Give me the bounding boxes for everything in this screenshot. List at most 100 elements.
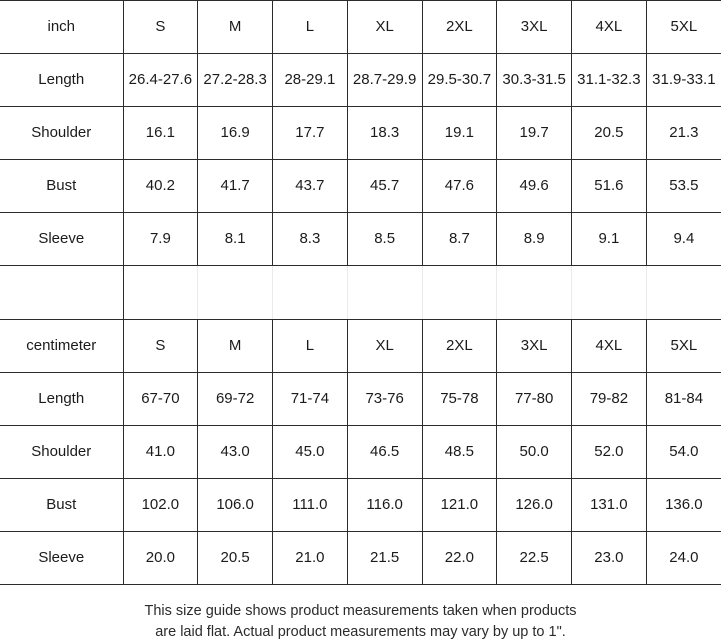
cell-inch-length-m: 27.2-28.3 xyxy=(197,53,273,107)
unit-label-inch: inch xyxy=(0,0,124,54)
row-label-shoulder: Shoulder xyxy=(0,106,124,160)
cell-inch-shoulder-m: 16.9 xyxy=(197,106,273,160)
cell-cm-shoulder-3xl: 50.0 xyxy=(496,425,572,479)
cell-cm-bust-3xl: 126.0 xyxy=(496,478,572,532)
column-header-5xl: 5XL xyxy=(645,0,721,54)
table-row: Length 67-70 69-72 71-74 73-76 75-78 77-… xyxy=(0,372,721,426)
table-row: Length 26.4-27.6 27.2-28.3 28-29.1 28.7-… xyxy=(0,53,721,107)
cell-cm-sleeve-m: 20.5 xyxy=(197,531,273,585)
cell-inch-shoulder-4xl: 20.5 xyxy=(571,106,647,160)
cell-inch-shoulder-l: 17.7 xyxy=(272,106,348,160)
cell-inch-bust-3xl: 49.6 xyxy=(496,159,572,213)
cell-inch-bust-m: 41.7 xyxy=(197,159,273,213)
cell-inch-shoulder-3xl: 19.7 xyxy=(496,106,572,160)
row-label-cm-length: Length xyxy=(0,372,124,426)
column-header-cm-3xl: 3XL xyxy=(496,319,572,373)
cell-inch-sleeve-4xl: 9.1 xyxy=(571,212,647,266)
cell-cm-bust-xl: 116.0 xyxy=(346,478,423,532)
spacer-cell xyxy=(346,265,423,320)
cell-inch-sleeve-s: 7.9 xyxy=(122,212,199,266)
cell-inch-length-4xl: 31.1-32.3 xyxy=(571,53,647,107)
cell-inch-shoulder-2xl: 19.1 xyxy=(421,106,498,160)
cell-inch-sleeve-xl: 8.5 xyxy=(346,212,423,266)
cell-cm-shoulder-4xl: 52.0 xyxy=(571,425,647,479)
column-header-cm-4xl: 4XL xyxy=(571,319,647,373)
cell-inch-length-5xl: 31.9-33.1 xyxy=(645,53,721,107)
cell-inch-shoulder-s: 16.1 xyxy=(122,106,199,160)
footnote-line-2: are laid flat. Actual product measuremen… xyxy=(155,624,566,641)
column-header-3xl: 3XL xyxy=(496,0,572,54)
spacer-cell xyxy=(272,265,348,320)
table-row: Bust 102.0 106.0 111.0 116.0 121.0 126.0… xyxy=(0,478,721,532)
row-label-cm-shoulder: Shoulder xyxy=(0,425,124,479)
unit-label-centimeter: centimeter xyxy=(0,319,124,373)
cell-cm-length-s: 67-70 xyxy=(122,372,199,426)
cell-cm-sleeve-s: 20.0 xyxy=(122,531,199,585)
inch-header-row: inch S M L XL 2XL 3XL 4XL 5XL xyxy=(0,0,721,54)
cell-inch-length-s: 26.4-27.6 xyxy=(122,53,199,107)
table-row: Shoulder 41.0 43.0 45.0 46.5 48.5 50.0 5… xyxy=(0,425,721,479)
cell-inch-length-3xl: 30.3-31.5 xyxy=(496,53,572,107)
cell-inch-bust-l: 43.7 xyxy=(272,159,348,213)
cell-cm-length-3xl: 77-80 xyxy=(496,372,572,426)
column-header-2xl: 2XL xyxy=(421,0,498,54)
cell-inch-sleeve-l: 8.3 xyxy=(272,212,348,266)
row-label-cm-bust: Bust xyxy=(0,478,124,532)
cell-inch-sleeve-m: 8.1 xyxy=(197,212,273,266)
cell-cm-shoulder-s: 41.0 xyxy=(122,425,199,479)
cell-inch-sleeve-3xl: 8.9 xyxy=(496,212,572,266)
column-header-cm-5xl: 5XL xyxy=(645,319,721,373)
cell-inch-bust-xl: 45.7 xyxy=(346,159,423,213)
spacer-cell xyxy=(197,265,273,320)
inch-size-table: inch S M L XL 2XL 3XL 4XL 5XL Length 26.… xyxy=(0,0,721,585)
cell-cm-length-5xl: 81-84 xyxy=(645,372,721,426)
table-section-spacer xyxy=(0,265,721,320)
cell-cm-length-l: 71-74 xyxy=(272,372,348,426)
column-header-cm-l: L xyxy=(272,319,348,373)
row-label-bust: Bust xyxy=(0,159,124,213)
cell-cm-shoulder-l: 45.0 xyxy=(272,425,348,479)
spacer-cell xyxy=(496,265,572,320)
cell-inch-sleeve-2xl: 8.7 xyxy=(421,212,498,266)
cell-inch-length-xl: 28.7-29.9 xyxy=(346,53,423,107)
row-label-cm-sleeve: Sleeve xyxy=(0,531,124,585)
cell-cm-length-2xl: 75-78 xyxy=(421,372,498,426)
cell-inch-shoulder-5xl: 21.3 xyxy=(645,106,721,160)
cell-cm-length-4xl: 79-82 xyxy=(571,372,647,426)
cell-inch-bust-2xl: 47.6 xyxy=(421,159,498,213)
cell-cm-bust-m: 106.0 xyxy=(197,478,273,532)
table-row: Bust 40.2 41.7 43.7 45.7 47.6 49.6 51.6 … xyxy=(0,159,721,213)
table-row: Shoulder 16.1 16.9 17.7 18.3 19.1 19.7 2… xyxy=(0,106,721,160)
cell-inch-bust-4xl: 51.6 xyxy=(571,159,647,213)
cell-cm-sleeve-l: 21.0 xyxy=(272,531,348,585)
row-label-sleeve: Sleeve xyxy=(0,212,124,266)
centimeter-header-row: centimeter S M L XL 2XL 3XL 4XL 5XL xyxy=(0,319,721,373)
cell-cm-sleeve-3xl: 22.5 xyxy=(496,531,572,585)
footnote-line-1: This size guide shows product measuremen… xyxy=(144,603,577,619)
cell-cm-length-xl: 73-76 xyxy=(346,372,423,426)
cell-cm-bust-2xl: 121.0 xyxy=(421,478,498,532)
cell-cm-sleeve-xl: 21.5 xyxy=(346,531,423,585)
cell-cm-shoulder-xl: 46.5 xyxy=(346,425,423,479)
cell-cm-bust-l: 111.0 xyxy=(272,478,348,532)
cell-cm-sleeve-4xl: 23.0 xyxy=(571,531,647,585)
column-header-l: L xyxy=(272,0,348,54)
cell-cm-bust-5xl: 136.0 xyxy=(645,478,721,532)
cell-cm-shoulder-m: 43.0 xyxy=(197,425,273,479)
cell-cm-bust-4xl: 131.0 xyxy=(571,478,647,532)
spacer-cell xyxy=(645,265,721,320)
cell-cm-shoulder-5xl: 54.0 xyxy=(645,425,721,479)
column-header-m: M xyxy=(197,0,273,54)
cell-inch-length-2xl: 29.5-30.7 xyxy=(421,53,498,107)
spacer-cell xyxy=(571,265,647,320)
spacer-cell xyxy=(421,265,498,320)
table-row: Sleeve 7.9 8.1 8.3 8.5 8.7 8.9 9.1 9.4 xyxy=(0,212,721,266)
spacer-cell xyxy=(122,265,199,320)
column-header-cm-s: S xyxy=(122,319,199,373)
column-header-4xl: 4XL xyxy=(571,0,647,54)
cell-cm-shoulder-2xl: 48.5 xyxy=(421,425,498,479)
cell-cm-sleeve-2xl: 22.0 xyxy=(421,531,498,585)
cell-inch-length-l: 28-29.1 xyxy=(272,53,348,107)
cell-inch-sleeve-5xl: 9.4 xyxy=(645,212,721,266)
